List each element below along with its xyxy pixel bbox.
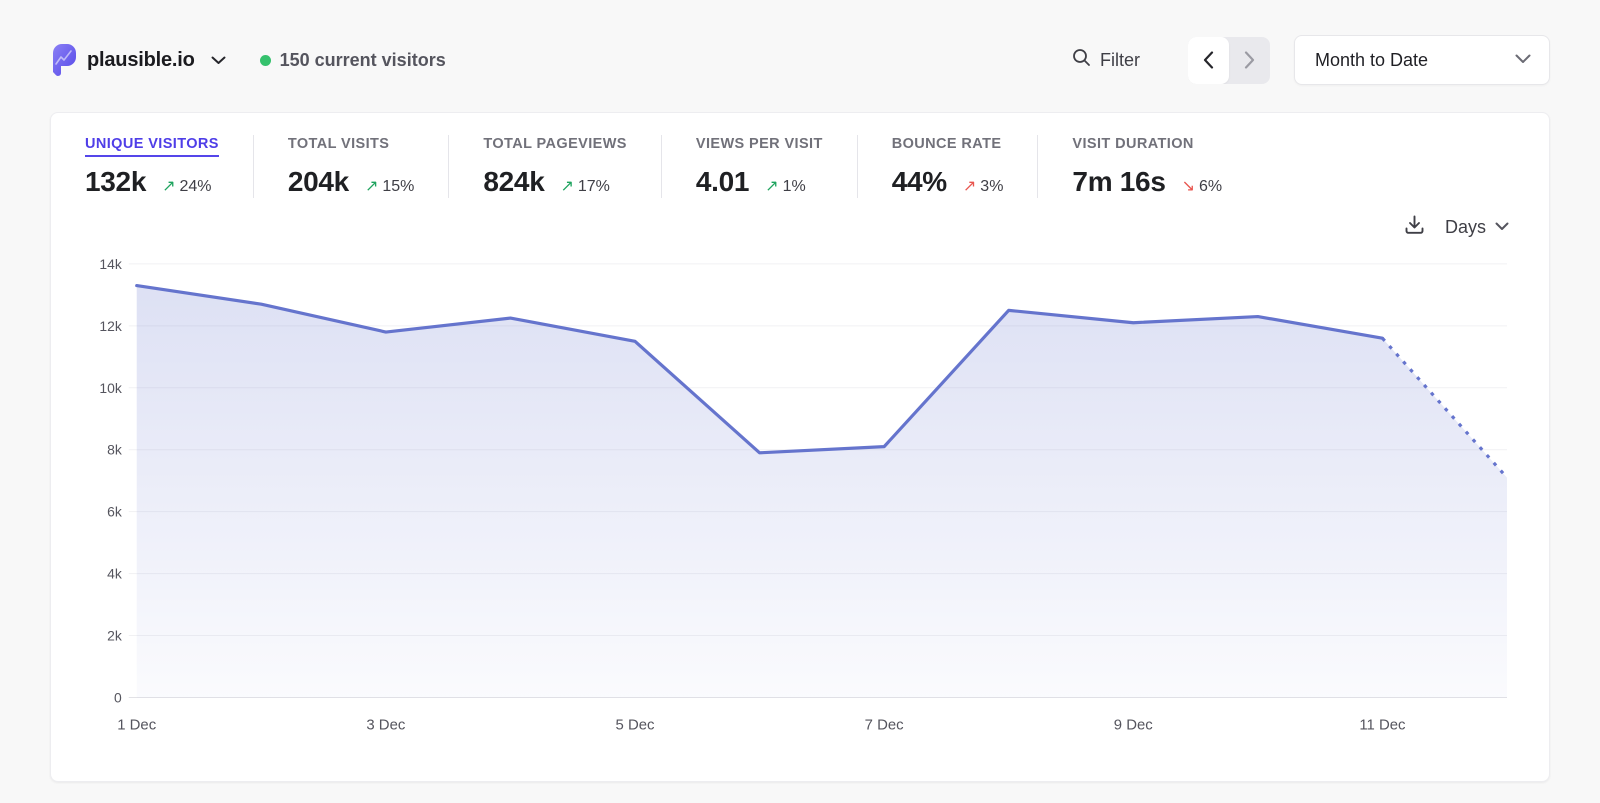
stat-value: 204k — [287, 166, 349, 197]
trend-indicator: ↗ 24% — [162, 176, 211, 196]
stat-value: 7m 16s — [1072, 166, 1166, 197]
interval-select[interactable]: Days — [1445, 217, 1509, 238]
stat-value: 824k — [483, 166, 545, 197]
next-period-button[interactable] — [1229, 37, 1270, 84]
stat-tab-views-per-visit[interactable]: VIEWS PER VISIT 4.01 ↗ 1% — [662, 135, 858, 198]
chevron-down-icon — [1515, 51, 1531, 69]
trend-down-icon: ↘ — [1181, 178, 1195, 195]
stat-label: UNIQUE VISITORS — [85, 136, 219, 157]
svg-text:10k: 10k — [99, 380, 121, 396]
top-bar-right: Filter Month to Date — [1072, 35, 1550, 85]
visitors-chart[interactable]: 0 2k 4k 6k 8k 10k 12k 14k 1 Dec 3 Dec 5 Dec 7 Dec 9 … — [85, 248, 1509, 741]
current-visitors-label: 150 current visitors — [279, 49, 446, 70]
svg-text:6k: 6k — [107, 504, 122, 520]
trend-percent: 3% — [980, 178, 1004, 195]
site-switcher[interactable]: plausible.io — [50, 44, 226, 76]
chevron-down-icon — [1495, 218, 1509, 236]
trend-percent: 1% — [782, 178, 806, 195]
svg-text:9 Dec: 9 Dec — [1114, 717, 1153, 733]
svg-text:2k: 2k — [107, 628, 122, 644]
top-bar: plausible.io 150 current visitors Filter… — [0, 0, 1600, 112]
date-range-select[interactable]: Month to Date — [1294, 35, 1550, 85]
stat-value: 44% — [891, 166, 947, 197]
filter-label: Filter — [1100, 49, 1140, 70]
site-name: plausible.io — [87, 48, 195, 71]
trend-up-icon: ↗ — [364, 178, 379, 195]
stat-tab-total-pageviews[interactable]: TOTAL PAGEVIEWS 824k ↗ 17% — [449, 135, 662, 198]
stat-tab-unique-visitors[interactable]: UNIQUE VISITORS 132k ↗ 24% — [85, 135, 254, 198]
stat-tab-bounce-rate[interactable]: BOUNCE RATE 44% ↗ 3% — [858, 135, 1039, 198]
current-visitors-badge[interactable]: 150 current visitors — [259, 49, 446, 71]
download-icon — [1404, 214, 1425, 240]
stat-label: BOUNCE RATE — [891, 136, 1002, 152]
stat-label: TOTAL VISITS — [287, 136, 390, 152]
date-range-value: Month to Date — [1315, 49, 1429, 70]
trend-indicator: ↗ 1% — [765, 176, 806, 196]
chart-controls: Days — [85, 212, 1509, 242]
line-chart-svg[interactable]: 0 2k 4k 6k 8k 10k 12k 14k 1 Dec 3 Dec 5 Dec 7 Dec 9 … — [85, 248, 1509, 741]
svg-text:14k: 14k — [99, 256, 121, 272]
stat-value: 4.01 — [695, 166, 750, 197]
svg-text:0: 0 — [114, 689, 122, 705]
trend-percent: 17% — [577, 178, 610, 195]
svg-text:5 Dec: 5 Dec — [616, 717, 655, 733]
stat-label: VISIT DURATION — [1072, 136, 1194, 152]
download-button[interactable] — [1404, 214, 1425, 240]
trend-up-icon: ↗ — [560, 178, 574, 195]
interval-value: Days — [1444, 216, 1486, 237]
stat-label: VIEWS PER VISIT — [695, 136, 823, 152]
svg-text:8k: 8k — [107, 442, 122, 458]
trend-up-icon: ↗ — [765, 178, 779, 195]
trend-percent: 15% — [382, 178, 415, 195]
filter-button[interactable]: Filter — [1072, 48, 1140, 72]
search-icon — [1072, 48, 1091, 72]
analytics-card: UNIQUE VISITORS 132k ↗ 24% TOTAL VISITS … — [50, 112, 1550, 782]
live-dot-icon — [259, 54, 271, 66]
chevron-down-icon — [211, 56, 226, 65]
svg-text:12k: 12k — [99, 318, 121, 334]
stat-tab-visit-duration[interactable]: VISIT DURATION 7m 16s ↘ 6% — [1038, 135, 1256, 198]
trend-percent: 6% — [1199, 178, 1223, 195]
trend-indicator: ↗ 3% — [963, 176, 1004, 196]
stat-value: 132k — [85, 166, 147, 197]
date-nav-group — [1188, 36, 1270, 84]
svg-text:4k: 4k — [107, 566, 122, 582]
previous-period-button[interactable] — [1188, 36, 1229, 84]
trend-indicator: ↗ 15% — [365, 176, 414, 196]
stat-tab-total-visits[interactable]: TOTAL VISITS 204k ↗ 15% — [254, 135, 450, 198]
svg-text:11 Dec: 11 Dec — [1359, 717, 1406, 733]
stat-label: TOTAL PAGEVIEWS — [483, 136, 627, 152]
trend-percent: 24% — [179, 178, 212, 195]
svg-text:7 Dec: 7 Dec — [865, 717, 904, 733]
svg-text:3 Dec: 3 Dec — [366, 717, 405, 733]
trend-indicator: ↘ 6% — [1182, 176, 1223, 196]
svg-text:1 Dec: 1 Dec — [117, 717, 156, 733]
stats-row: UNIQUE VISITORS 132k ↗ 24% TOTAL VISITS … — [85, 135, 1509, 198]
plausible-logo-icon — [53, 44, 76, 76]
trend-up-icon: ↗ — [962, 178, 977, 195]
trend-indicator: ↗ 17% — [560, 176, 609, 196]
trend-up-icon: ↗ — [162, 178, 176, 195]
